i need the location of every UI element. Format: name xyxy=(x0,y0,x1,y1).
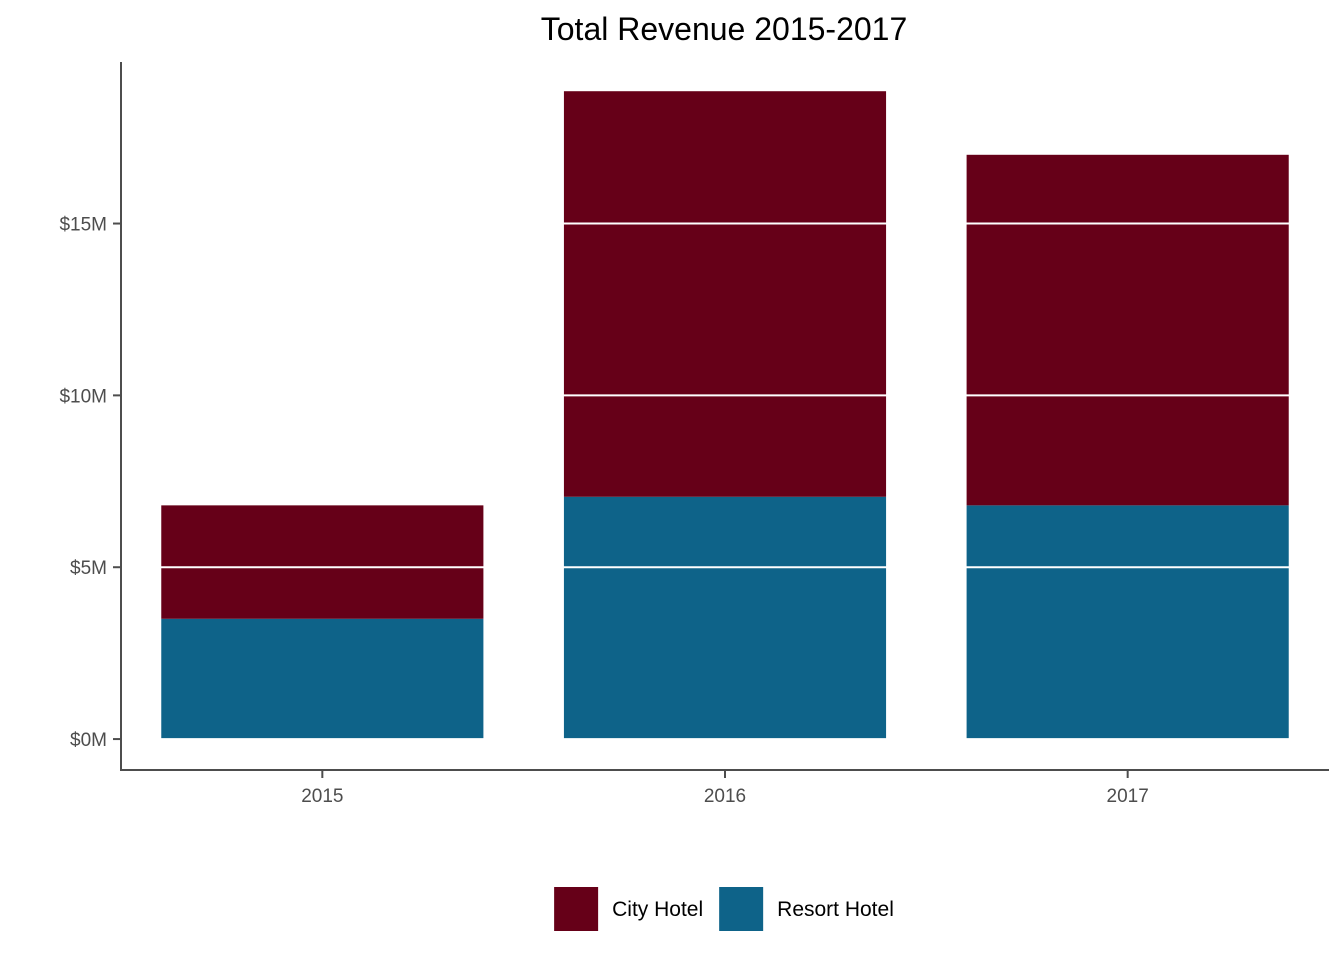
x-tick-label: 2017 xyxy=(1107,786,1149,807)
y-tick-label: $0M xyxy=(70,730,107,751)
axes-layer: $0M $5M $10M $15M 2015 2016 2017 xyxy=(59,62,1329,807)
bar-city-hotel-2016 xyxy=(563,91,887,497)
legend-key-city-hotel xyxy=(554,887,599,931)
bar-resort-hotel-2016 xyxy=(563,496,887,740)
x-tick-label: 2015 xyxy=(301,786,343,807)
y-tick-label: $5M xyxy=(70,558,107,579)
legend-key-resort-hotel xyxy=(719,887,764,931)
bar-resort-hotel-2017 xyxy=(966,505,1289,740)
y-tick-label: $10M xyxy=(59,386,107,407)
legend-label-resort-hotel: Resort Hotel xyxy=(777,898,894,921)
bar-resort-hotel-2015 xyxy=(161,618,484,740)
bar-city-hotel-2017 xyxy=(966,154,1289,506)
x-tick-label: 2016 xyxy=(704,786,746,807)
chart-title: Total Revenue 2015-2017 xyxy=(541,11,908,47)
gridlines-layer xyxy=(121,222,1329,741)
bars-layer xyxy=(161,91,1289,740)
legend: City Hotel Resort Hotel xyxy=(554,887,894,931)
legend-label-city-hotel: City Hotel xyxy=(612,898,703,921)
bar-city-hotel-2015 xyxy=(161,505,484,619)
y-tick-label: $15M xyxy=(59,215,107,236)
